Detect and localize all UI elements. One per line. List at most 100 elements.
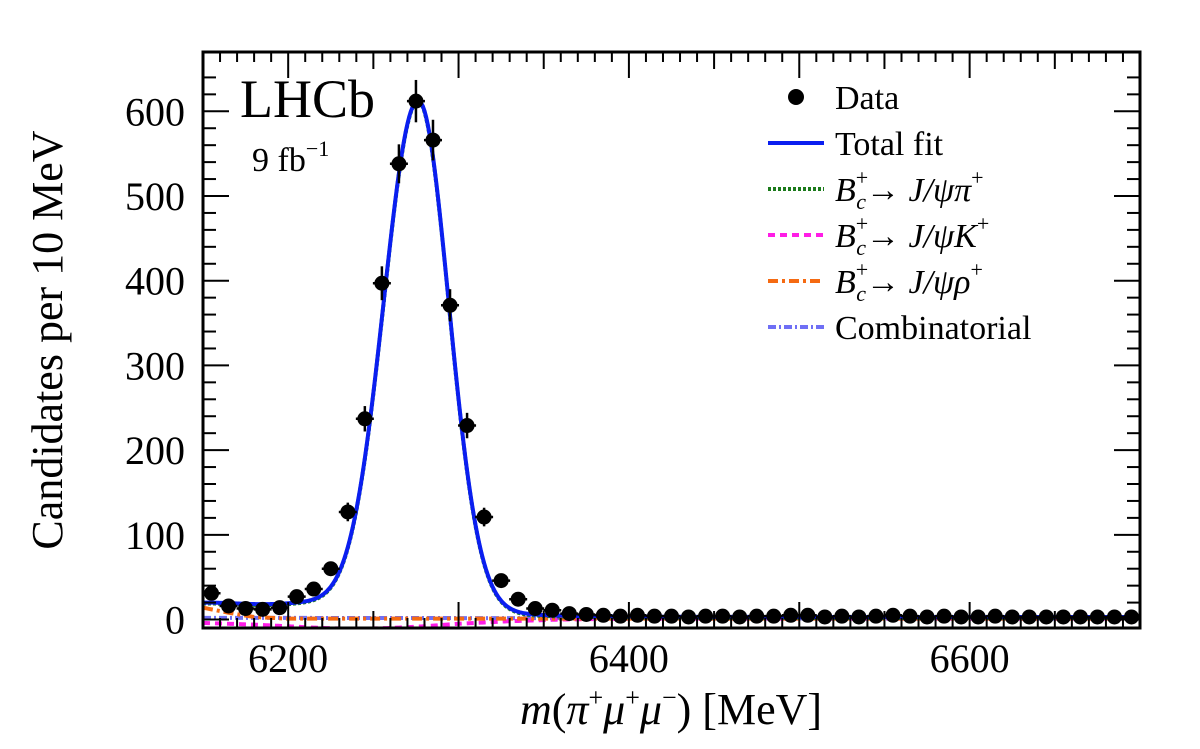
y-tick-label: 200 (125, 428, 185, 473)
data-point (986, 608, 1005, 624)
data-point (696, 608, 715, 624)
data-marker (476, 509, 492, 525)
data-marker (323, 561, 339, 577)
legend-entry-jpsi-k: B+ c→ J/ψK+ (768, 211, 989, 260)
data-point (594, 607, 613, 623)
data-marker (255, 601, 271, 617)
data-point (849, 609, 868, 625)
y-tick-label: 500 (125, 174, 185, 219)
data-point (304, 581, 323, 597)
data-marker (732, 609, 748, 625)
data-marker (868, 608, 884, 624)
data-point (1071, 609, 1090, 625)
data-marker (357, 411, 373, 427)
data-marker (681, 609, 697, 625)
data-point (713, 608, 732, 624)
y-axis-title: Candidates per 10 MeV (23, 130, 72, 549)
data-marker (783, 607, 799, 623)
data-point (918, 609, 937, 625)
legend-entry-jpsi-pi: B+ c→ J/ψπ+ (768, 165, 984, 214)
data-marker (306, 581, 322, 597)
data-marker (902, 608, 918, 624)
data-point (1003, 609, 1022, 625)
data-marker (1106, 609, 1122, 625)
data-point (338, 502, 357, 522)
data-point (526, 601, 545, 617)
data-point (321, 561, 340, 577)
data-point (389, 144, 408, 184)
data-point (883, 607, 902, 623)
x-axis-title: m(π+μ+μ−) [MeV] (520, 683, 822, 734)
data-marker (561, 606, 577, 622)
axis-ticks (202, 52, 1141, 628)
data-marker (987, 608, 1003, 624)
data-marker (885, 607, 901, 623)
data-point (406, 79, 425, 123)
data-point (509, 591, 528, 607)
data-point (1122, 609, 1140, 625)
data-marker (629, 607, 645, 623)
data-point (560, 606, 579, 622)
data-marker (289, 589, 305, 605)
data-point (270, 600, 289, 616)
plot-area (203, 79, 1140, 628)
data-point (543, 602, 562, 618)
legend-entry-data: Data (788, 80, 899, 117)
data-marker (1089, 609, 1105, 625)
data-marker (936, 608, 952, 624)
y-tick-label: 300 (125, 343, 185, 388)
y-tick-label: 0 (165, 598, 185, 643)
legend-entry-jpsi-rho: B+ c→ J/ψρ+ (768, 257, 983, 306)
data-marker (953, 609, 969, 625)
plot-frame (201, 50, 1142, 630)
legend-label-jpsi-pi: B+ c→ J/ψπ+ (835, 165, 984, 214)
data-point (832, 608, 851, 624)
data-marker (749, 608, 765, 624)
data-point (747, 608, 766, 624)
data-marker (970, 609, 986, 625)
legend-entry-combinatorial: Combinatorial (768, 310, 1031, 347)
data-point (969, 609, 988, 625)
data-marker (425, 132, 441, 148)
legend-marker-data (788, 89, 804, 105)
data-point (236, 601, 255, 617)
curve-jpsi-pi (203, 100, 1140, 620)
data-point (679, 609, 698, 625)
data-point (611, 608, 630, 624)
data-marker (1123, 609, 1139, 625)
data-marker (919, 609, 935, 625)
data-marker (1072, 609, 1088, 625)
x-tick-label: 6400 (589, 636, 669, 681)
data-marker (578, 606, 594, 622)
data-marker (595, 607, 611, 623)
legend-entry-total-fit: Total fit (768, 126, 944, 163)
data-point (628, 607, 647, 623)
data-point (935, 608, 954, 624)
data-point (781, 607, 800, 623)
data-marker (374, 275, 390, 291)
data-marker (1055, 609, 1071, 625)
curve-total-fit (203, 99, 1140, 619)
data-marker (204, 585, 220, 601)
data-marker (817, 609, 833, 625)
data-point (1020, 609, 1039, 625)
data-marker (800, 607, 816, 623)
data-marker (221, 598, 237, 614)
data-point (492, 573, 511, 589)
legend-label-combinatorial: Combinatorial (835, 310, 1031, 347)
data-marker (272, 600, 288, 616)
legend-label-jpsi-rho: B+ c→ J/ψρ+ (835, 257, 983, 306)
data-point (645, 608, 664, 624)
data-marker (664, 608, 679, 624)
data-point (798, 607, 817, 623)
y-tick-label: 100 (125, 513, 185, 558)
data-point (355, 406, 374, 432)
data-point (577, 606, 596, 622)
data-marker (510, 591, 526, 607)
x-tick-label: 6200 (248, 636, 328, 681)
data-point (952, 609, 971, 625)
y-tick-label: 600 (125, 89, 185, 134)
y-tick-labels: 0 100 200 300 400 500 600 (125, 89, 185, 642)
data-marker (1021, 609, 1037, 625)
data-marker (340, 504, 356, 520)
